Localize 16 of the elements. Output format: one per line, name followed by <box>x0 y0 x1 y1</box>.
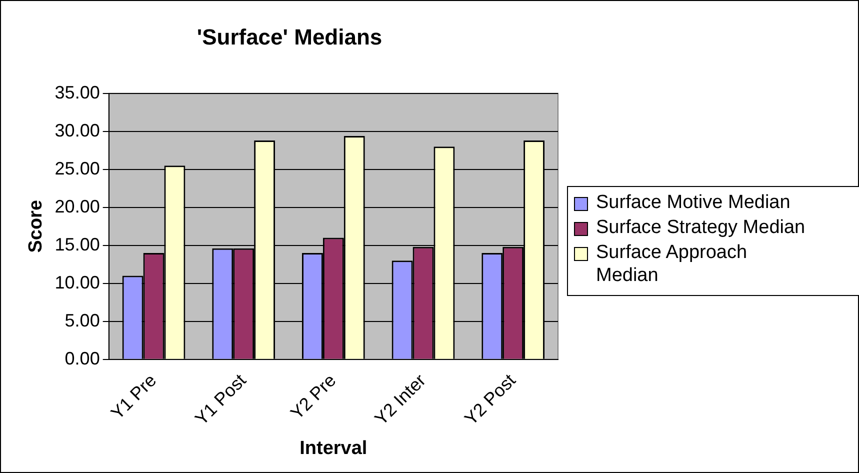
y-tick-label: 25.00 <box>54 158 100 178</box>
y-tick-label: 20.00 <box>54 196 100 216</box>
y-tick-label: 0.00 <box>64 348 100 368</box>
x-axis-title: Interval <box>300 438 368 459</box>
y-tick-label: 15.00 <box>54 234 100 254</box>
y-axis-title: Score <box>26 200 47 253</box>
y-tick-label: 30.00 <box>54 120 100 140</box>
x-tick-label: Y1 Pre <box>107 370 160 424</box>
y-tick-label: 35.00 <box>54 82 100 102</box>
chart-title: 'Surface' Medians <box>196 24 382 50</box>
legend-label: Surface Approach Median <box>596 241 748 287</box>
x-tick-label: Y2 Pre <box>286 370 340 424</box>
legend-label: Surface Motive Median <box>596 191 792 214</box>
legend-label: Surface Strategy Median <box>596 216 806 239</box>
y-tick-label: 10.00 <box>54 272 100 292</box>
y-tick-label: 5.00 <box>64 310 100 330</box>
